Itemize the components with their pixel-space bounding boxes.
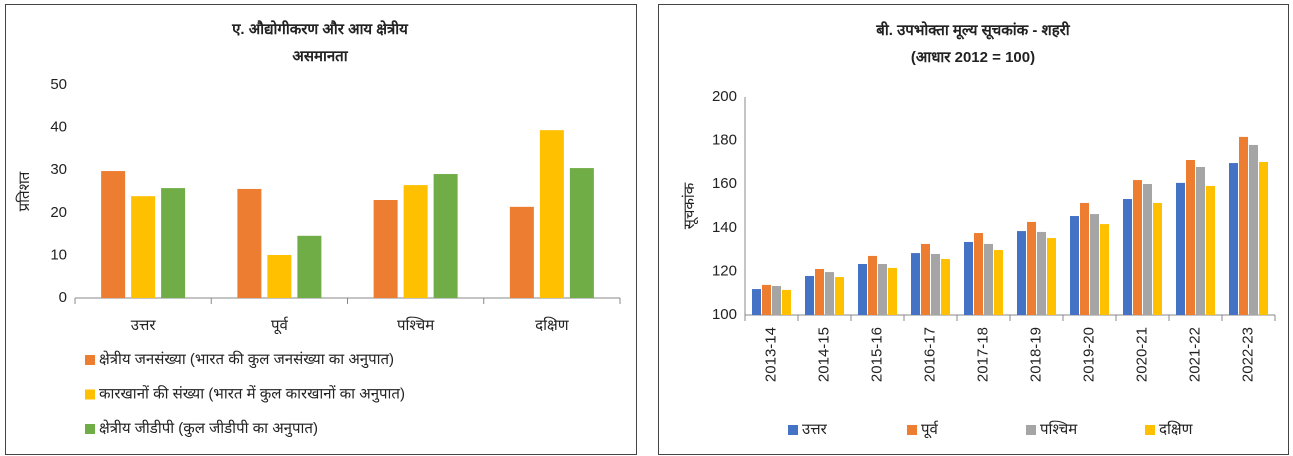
bar [994,250,1003,315]
bar [835,277,844,315]
bar [815,269,824,315]
x-tick-label: पूर्व [271,316,289,335]
y-tick-label: 100 [712,306,737,323]
y-tick-label: 40 [50,119,67,136]
legend-label: उत्तर [802,421,828,438]
bar [569,168,594,298]
bar [433,174,458,298]
bar [509,206,534,298]
legend-swatch [907,425,917,435]
chart-title: असमानता [292,48,348,65]
bar [1037,231,1046,315]
bar [1259,161,1268,315]
legend-swatch [85,389,95,400]
y-tick-label: 10 [50,246,67,263]
x-tick-label: उत्तर [131,317,157,334]
bar [782,289,791,315]
bar [911,253,920,315]
bar [539,130,564,298]
bar [1143,183,1152,315]
bar [1153,202,1162,315]
bar [858,263,867,315]
y-tick-label: 200 [712,88,737,105]
y-tick-label: 50 [50,76,67,93]
bar [403,185,428,298]
legend-label: क्षेत्रीय जनसंख्या (भारत की कुल जनसंख्या… [99,350,394,369]
bar [1027,221,1036,315]
bar [805,275,814,315]
legend-swatch [85,424,95,434]
bar [161,188,186,298]
bar [921,243,930,315]
x-tick-label: 2022-23 [1239,327,1256,382]
legend-label: क्षेत्रीय जीडीपी (कुल जीडीपी का अनुपात) [99,419,318,438]
y-tick-label: 120 [712,262,737,279]
bar [964,241,973,315]
chart-title: (आधार 2012 = 100) [911,49,1035,66]
y-tick-label: 30 [50,161,67,178]
legend-label: कारखानों की संख्या (भारत में कुल कारखानो… [99,384,405,403]
x-tick-label: 2015-16 [868,327,885,382]
y-axis-label: सूचकांक [681,182,699,229]
x-tick-label: दक्षिण [535,316,570,334]
y-tick-label: 0 [59,289,67,306]
bar [1176,182,1185,315]
x-tick-label: 2021-22 [1186,327,1203,382]
bar [101,171,126,298]
bar [1249,144,1258,315]
bar [267,254,292,298]
bar [1090,214,1099,315]
bar [373,200,398,298]
x-tick-label: 2019-20 [1080,327,1097,382]
y-tick-label: 180 [712,132,737,149]
legend-label: पूर्व [921,420,939,439]
bar [868,255,877,315]
bar [1017,231,1026,315]
y-tick-label: 160 [712,175,737,192]
bar [237,188,262,298]
x-tick-label: 2017-18 [974,327,991,382]
bar [1186,160,1195,315]
bar [1206,185,1215,315]
bar [1047,238,1056,315]
chart-title: बी. उपभोक्ता मूल्य सूचकांक - शहरी [875,21,1071,40]
bar [1123,199,1132,315]
bar [941,258,950,315]
y-tick-label: 20 [50,204,67,221]
bar [131,196,156,298]
legend-label: पश्चिम [1040,420,1078,438]
legend-swatch [788,425,798,435]
x-tick-label: 2016-17 [921,327,938,382]
bar [974,233,983,315]
legend-swatch [1026,425,1036,435]
bar [1070,216,1079,315]
x-tick-label: 2018-19 [1027,327,1044,382]
bar [878,263,887,315]
legend-swatch [85,355,95,365]
bar [984,243,993,315]
bar [772,286,781,315]
bar [1239,136,1248,315]
y-tick-label: 140 [712,219,737,236]
x-tick-label: 2013-14 [762,327,779,382]
bar [825,272,834,315]
y-axis-label: प्रतिशत [15,171,33,211]
bar [888,267,897,315]
legend-label: दक्षिण [1159,420,1194,438]
chart-title: ए. औद्योगीकरण और आय क्षेत्रीय [231,20,409,38]
legend-swatch [1145,425,1155,435]
bar [1229,163,1238,315]
x-tick-label: पश्चिम [397,316,435,334]
x-tick-label: 2020-21 [1133,327,1150,382]
bar [1100,224,1109,315]
bar [752,289,761,315]
bar [762,284,771,315]
bar [1133,180,1142,315]
bar [931,253,940,315]
x-tick-label: 2014-15 [815,327,832,382]
bar [297,235,322,298]
bar [1080,202,1089,315]
bar [1196,166,1205,315]
